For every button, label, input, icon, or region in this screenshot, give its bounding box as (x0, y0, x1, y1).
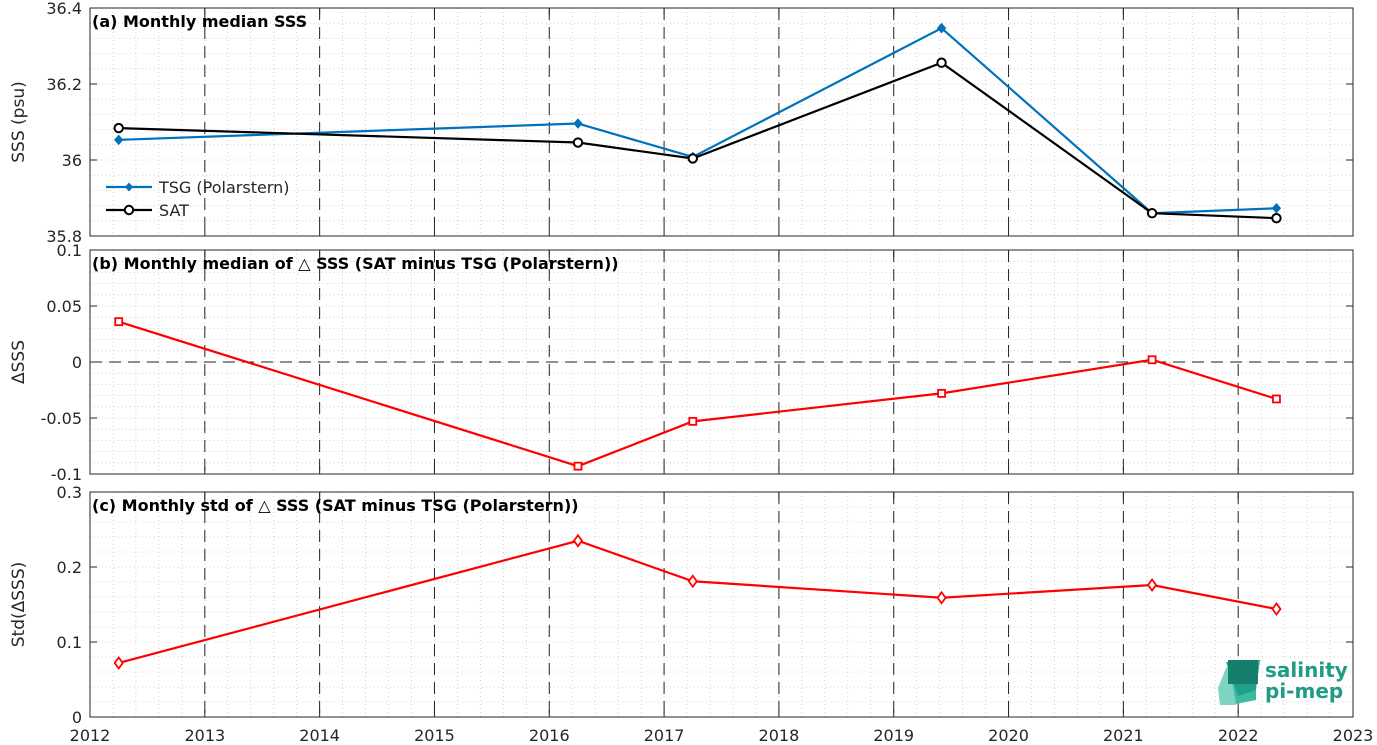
salinity-pi-mep-logo: salinity pi-mep (1218, 658, 1348, 705)
legend-label: TSG (Polarstern) (158, 178, 289, 197)
x-tick-label: 2022 (1218, 726, 1259, 745)
x-tick-label: 2013 (184, 726, 225, 745)
panel-title: (a) Monthly median SSS (92, 12, 307, 31)
y-tick-label: 0 (72, 353, 82, 372)
data-point (1146, 208, 1158, 219)
data-point (688, 416, 698, 426)
x-tick-label: 2023 (1333, 726, 1374, 745)
y-tick-label: 36 (62, 151, 82, 170)
data-point (573, 461, 583, 471)
panel-3: 0 0.1 0.2 0.3 Std(ΔSSS) (c) Monthly std of △ … (9, 483, 1354, 727)
panel-title: (c) Monthly std of △ SSS (SAT minus TSG … (92, 496, 579, 515)
x-tick-label: 2015 (414, 726, 455, 745)
data-point (573, 118, 583, 129)
y-tick-label: 0.2 (57, 558, 82, 577)
series-1 (113, 533, 1282, 671)
axes-box (89, 491, 1354, 718)
x-axis: 2012 2013 2014 2015 2016 2017 2018 2019 2020 2021… (70, 726, 1374, 745)
data-point (1271, 203, 1282, 214)
series-line (118, 539, 1277, 665)
x-tick-label: 2014 (299, 726, 340, 745)
data-point (937, 388, 946, 398)
x-tick-label: 2019 (873, 726, 914, 745)
data-point (572, 533, 584, 548)
y-axis-label: ΔSSS (9, 340, 29, 384)
y-tick-label: 36.2 (46, 75, 82, 94)
series-line (118, 320, 1277, 468)
panel-1: 35.8 36 36.2 36.4 SSS (psu) (a) Monthly media… (9, 0, 1354, 246)
data-point (936, 590, 947, 605)
grid (89, 491, 1354, 718)
data-point (1272, 394, 1281, 404)
y-axis-label: Std(ΔSSS) (9, 562, 29, 648)
series-2 (113, 57, 1282, 224)
x-tick-label: 2018 (759, 726, 800, 745)
legend-label: SAT (159, 201, 189, 220)
panel-2: -0.1 -0.05 0 0.05 0.1 ΔSSS (b) Monthly median … (9, 241, 1354, 484)
series-line (118, 61, 1277, 220)
logo-mark-icon (1218, 660, 1260, 705)
data-point (113, 655, 124, 671)
panels: 35.8 36 36.2 36.4 SSS (psu) (a) Monthly media… (9, 0, 1373, 745)
y-tick-label: -0.1 (51, 465, 82, 484)
legend-marker (125, 182, 133, 192)
series-1 (114, 317, 1281, 471)
grid (89, 249, 1354, 475)
data-point (1146, 577, 1158, 593)
y-tick-label: 0.05 (46, 297, 82, 316)
x-tick-label: 2021 (1103, 726, 1144, 745)
data-point (687, 153, 698, 164)
y-tick-label: 0.3 (57, 483, 82, 502)
data-point (114, 317, 124, 327)
axes-box (89, 7, 1354, 237)
data-point (1147, 355, 1157, 365)
data-point (113, 122, 124, 134)
legend: TSG (Polarstern) SAT (106, 178, 289, 220)
legend-marker (123, 204, 135, 216)
data-point (936, 22, 947, 34)
x-tick-label: 2016 (529, 726, 570, 745)
data-point (1271, 212, 1282, 224)
logo-text-line2: pi-mep (1265, 679, 1343, 703)
data-point (572, 137, 584, 148)
series-1 (114, 22, 1282, 219)
data-point (114, 134, 124, 146)
y-tick-label: -0.05 (41, 409, 82, 428)
panel-title: (b) Monthly median of △ SSS (SAT minus T… (92, 254, 619, 273)
y-tick-label: 36.4 (46, 0, 82, 18)
data-point (1271, 601, 1282, 617)
x-tick-label: 2017 (644, 726, 685, 745)
series-line (118, 26, 1277, 215)
y-axis-label: SSS (psu) (9, 81, 29, 162)
y-tick-label: 35.8 (46, 227, 82, 246)
logo-text-line1: salinity (1265, 658, 1348, 682)
data-point (936, 57, 947, 68)
data-point (687, 574, 698, 589)
y-tick-label: 0.1 (57, 241, 82, 260)
grid (89, 7, 1354, 237)
y-tick-label: 0.1 (57, 633, 82, 652)
x-tick-label: 2012 (70, 726, 111, 745)
y-tick-label: 0 (72, 708, 82, 727)
x-tick-label: 2020 (988, 726, 1029, 745)
